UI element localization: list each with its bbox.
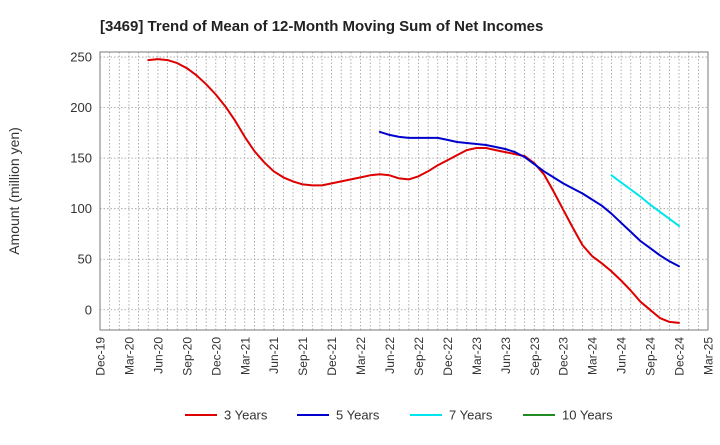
legend: 3 Years 5 Years 7 Years 10 Years [185,408,613,423]
legend-label: 7 Years [449,408,493,423]
x-tick-label: Dec-19 [94,337,108,376]
x-tick-label: Jun-23 [499,337,513,374]
x-tick-label: Sep-23 [528,337,542,376]
x-tick-label: Mar-25 [702,337,716,375]
legend-label: 5 Years [336,408,380,423]
chart-title: [3469] Trend of Mean of 12-Month Moving … [100,18,543,35]
x-tick-label: Jun-20 [151,337,165,374]
x-tick-label: Mar-24 [586,337,600,375]
y-tick-label: 100 [70,201,92,216]
x-tick-label: Jun-24 [615,337,629,374]
plot-border [99,51,709,331]
y-tick-label: 0 [85,302,92,317]
x-tick-label: Sep-24 [644,337,658,376]
series-line [610,174,680,227]
y-tick-label: 150 [70,151,92,166]
x-tick-label: Dec-20 [209,337,223,376]
x-tick-label: Dec-22 [441,337,455,376]
x-tick-label: Mar-22 [354,337,368,375]
y-tick-label: 50 [78,252,92,267]
x-tick-label: Dec-23 [557,337,571,376]
series-line [378,130,680,268]
legend-label: 10 Years [562,408,613,423]
plot-area: 0 50 100 150 200 250 Dec-19 Mar-20 Jun-20 Sep-20 D… [70,50,715,376]
y-tick-label: 250 [70,50,92,65]
series-line [147,58,680,324]
x-tick-label: Sep-22 [412,337,426,376]
x-tick-label: Jun-21 [267,337,281,374]
y-axis-label: Amount (million yen) [6,127,22,255]
x-tick-label: Sep-21 [296,337,310,376]
y-tick-label: 200 [70,100,92,115]
x-tick-label: Dec-24 [673,337,687,376]
x-tick-label: Jun-22 [383,337,397,374]
x-tick-label: Mar-23 [470,337,484,375]
legend-label: 3 Years [224,408,268,423]
x-tick-label: Dec-21 [325,337,339,376]
plot-background [100,52,708,330]
x-tick-label: Mar-20 [122,337,136,375]
x-tick-label: Mar-21 [238,337,252,375]
x-tick-label: Sep-20 [180,337,194,376]
